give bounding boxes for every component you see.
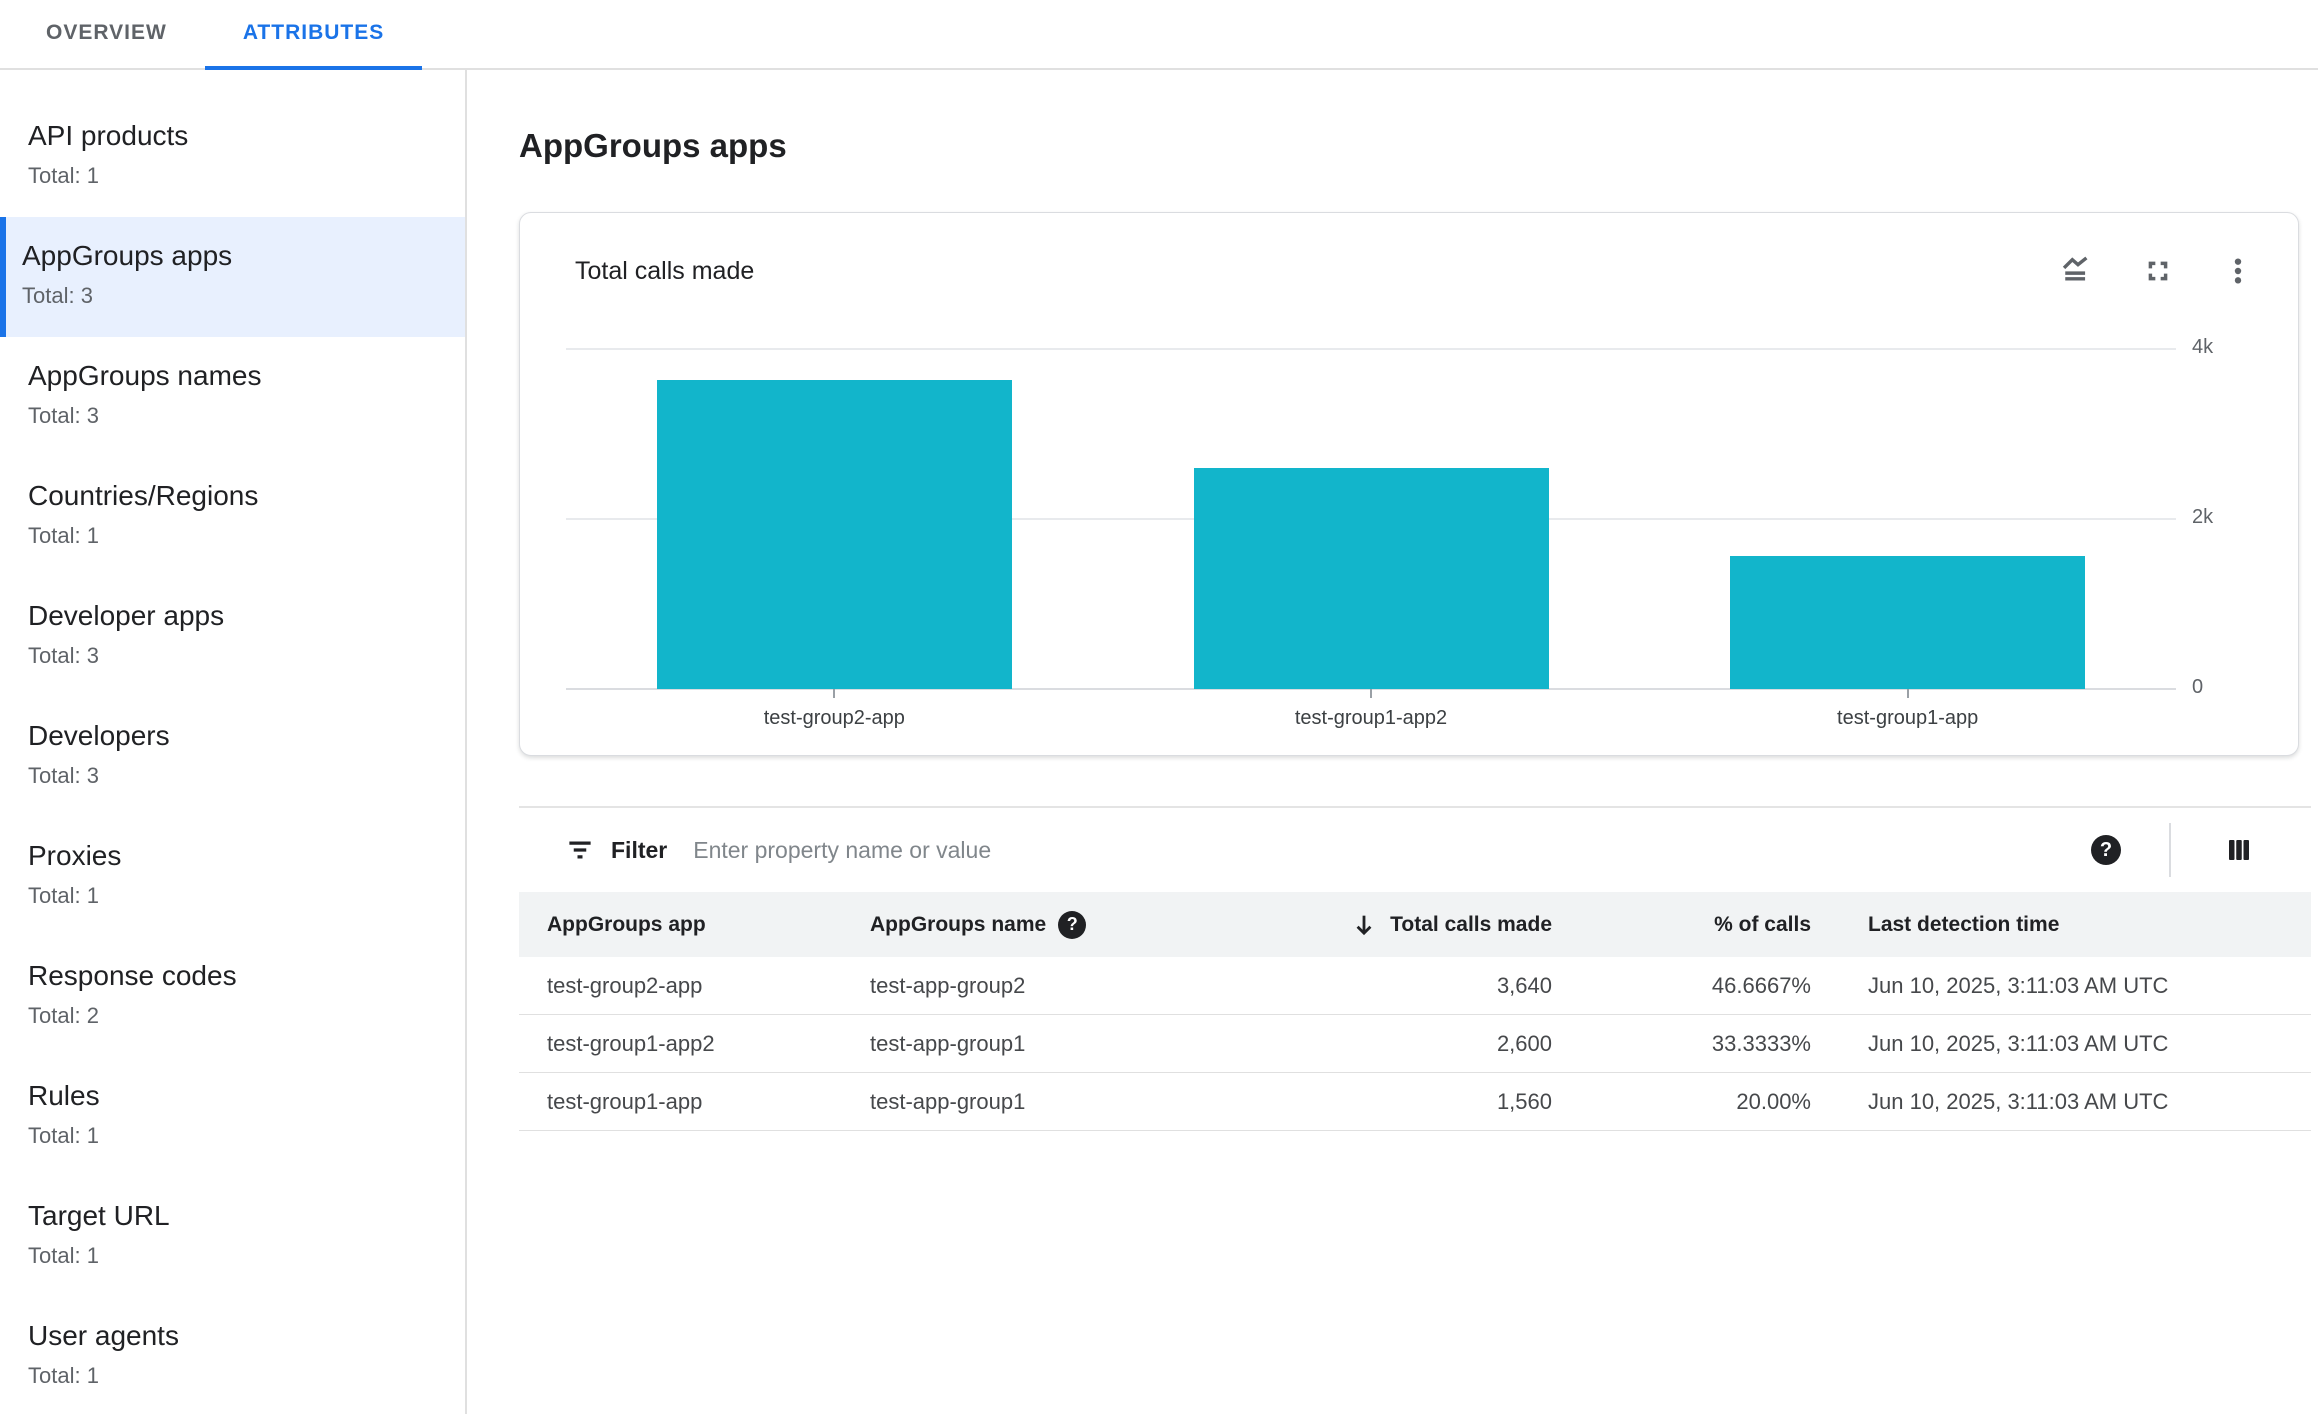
- column-header-appgroups-name[interactable]: AppGroups name?: [870, 910, 1329, 939]
- sidebar-item-label: Developer apps: [28, 600, 225, 631]
- cell-last-detection-time: Jun 10, 2025, 3:11:03 AM UTC: [1868, 1030, 2169, 1056]
- cell-appgroups-name: test-app-group2: [870, 972, 1026, 998]
- sidebar-item-label: AppGroups apps: [22, 240, 233, 271]
- sidebar-item-total: Total: 1: [28, 883, 99, 908]
- cell-appgroups-app: test-group2-app: [547, 972, 703, 998]
- sidebar-item-response-codes[interactable]: Response codes Total: 2: [0, 937, 465, 1057]
- cell-appgroups-app: test-group1-app: [547, 1088, 703, 1114]
- y-axis-tick-label: 0: [2192, 676, 2204, 698]
- cell-total-calls-made: 1,560: [1496, 1088, 1552, 1114]
- cell-appgroups-app: test-group1-app2: [547, 1030, 715, 1056]
- column-help-icon[interactable]: ?: [1058, 910, 1087, 939]
- more-vert-icon[interactable]: [2218, 251, 2258, 291]
- column-header-of-calls[interactable]: % of calls: [1552, 913, 1811, 937]
- divider: [2169, 823, 2171, 877]
- column-header-label: % of calls: [1714, 912, 1811, 936]
- x-axis-label: test-group2-app: [763, 707, 905, 729]
- table-row: test-group1-app2 test-app-group1 2,600 33.3…: [519, 1015, 2311, 1073]
- sidebar-item-label: User agents: [28, 1320, 179, 1351]
- cell-last-detection-time: Jun 10, 2025, 3:11:03 AM UTC: [1868, 972, 2169, 998]
- column-header-label: AppGroups name: [870, 912, 1047, 936]
- cell-last-detection-time: Jun 10, 2025, 3:11:03 AM UTC: [1868, 1088, 2169, 1114]
- column-settings-icon[interactable]: [2219, 830, 2259, 870]
- table-row: test-group1-app test-app-group1 1,560 20.00…: [519, 1073, 2311, 1131]
- fullscreen-icon[interactable]: [2138, 251, 2178, 291]
- bar-test-group1-app2[interactable]: [1193, 468, 1549, 689]
- filter-icon: [565, 835, 595, 865]
- x-axis-tick: [1906, 689, 1909, 698]
- y-axis-tick-label: 2k: [2192, 506, 2214, 528]
- sidebar-item-rules[interactable]: Rules Total: 1: [0, 1057, 465, 1177]
- tab-bar: OVERVIEW ATTRIBUTES: [0, 0, 2318, 70]
- sidebar-item-label: Response codes: [28, 960, 237, 991]
- sidebar-item-label: Proxies: [28, 840, 122, 871]
- sidebar-item-appgroups-apps[interactable]: AppGroups apps Total: 3: [0, 217, 465, 337]
- filter-label: Filter: [611, 836, 668, 863]
- sidebar-item-developers[interactable]: Developers Total: 3: [0, 697, 465, 817]
- sidebar-item-total: Total: 1: [28, 1363, 99, 1388]
- cell-of-calls: 33.3333%: [1711, 1030, 1811, 1056]
- sidebar-item-total: Total: 3: [28, 403, 99, 428]
- sidebar-item-total: Total: 3: [22, 283, 93, 308]
- bar-test-group1-app[interactable]: [1730, 556, 2086, 689]
- sidebar-item-label: AppGroups names: [28, 360, 262, 391]
- x-axis-label: test-group1-app2: [1294, 707, 1448, 729]
- sidebar-item-label: Developers: [28, 720, 170, 751]
- filter-bar: Filter ?: [519, 808, 2311, 892]
- cell-of-calls: 20.00%: [1736, 1088, 1811, 1114]
- cell-total-calls-made: 3,640: [1496, 972, 1552, 998]
- stacked-line-chart-icon[interactable]: [2058, 251, 2098, 291]
- sidebar-item-appgroups-names[interactable]: AppGroups names Total: 3: [0, 337, 465, 457]
- sidebar-item-total: Total: 3: [28, 763, 99, 788]
- sidebar-item-api-products[interactable]: API products Total: 1: [0, 97, 465, 217]
- filter-help-icon[interactable]: ?: [2091, 835, 2121, 865]
- tab-attributes[interactable]: ATTRIBUTES: [204, 0, 423, 70]
- sidebar-item-label: API products: [28, 120, 189, 151]
- cell-appgroups-name: test-app-group1: [870, 1088, 1026, 1114]
- table-header-row: AppGroups app AppGroups name? Total calls …: [519, 892, 2311, 957]
- sidebar-item-label: Rules: [28, 1080, 100, 1111]
- sidebar-item-label: Countries/Regions: [28, 480, 259, 511]
- gridline: [566, 348, 2176, 350]
- cell-of-calls: 46.6667%: [1711, 972, 1811, 998]
- sidebar-item-user-agents[interactable]: User agents Total: 1: [0, 1297, 465, 1414]
- main-content: AppGroups apps Total calls made: [467, 70, 2318, 1414]
- sidebar-item-label: Target URL: [28, 1200, 170, 1231]
- sort-descending-icon: [1350, 911, 1378, 939]
- tab-overview[interactable]: OVERVIEW: [46, 21, 167, 44]
- sidebar-item-countries-regions[interactable]: Countries/Regions Total: 1: [0, 457, 465, 577]
- total-calls-chart-card: Total calls made: [519, 212, 2299, 756]
- cell-appgroups-name: test-app-group1: [870, 1030, 1026, 1056]
- x-axis-tick: [833, 689, 836, 698]
- x-axis-label: test-group1-app: [1837, 707, 1979, 729]
- table-row: test-group2-app test-app-group2 3,640 46.66…: [519, 957, 2311, 1015]
- bar-chart: 4k 2k 0 test-group2-app test-group1-app2 test…: [566, 329, 2213, 729]
- sidebar-item-total: Total: 1: [28, 523, 99, 548]
- y-axis-tick-label: 4k: [2192, 336, 2214, 358]
- chart-title: Total calls made: [575, 256, 755, 285]
- column-header-total-calls-made[interactable]: Total calls made: [1329, 911, 1552, 939]
- sidebar-item-developer-apps[interactable]: Developer apps Total: 3: [0, 577, 465, 697]
- column-header-last-detection-time[interactable]: Last detection time: [1811, 913, 2283, 937]
- sidebar-item-total: Total: 1: [28, 163, 99, 188]
- filter-input[interactable]: [693, 836, 2091, 864]
- attributes-sidebar: API products Total: 1 AppGroups apps Total:…: [0, 70, 467, 1414]
- column-header-label: AppGroups app: [547, 912, 706, 936]
- column-header-label: Total calls made: [1390, 912, 1552, 936]
- column-header-appgroups-app[interactable]: AppGroups app: [547, 913, 870, 937]
- cell-total-calls-made: 2,600: [1496, 1030, 1552, 1056]
- sidebar-item-total: Total: 3: [28, 643, 99, 668]
- sidebar-item-total: Total: 1: [28, 1123, 99, 1148]
- sidebar-item-target-url[interactable]: Target URL Total: 1: [0, 1177, 465, 1297]
- x-axis-tick: [1370, 689, 1372, 698]
- attributes-table: Filter ? AppGroups app AppGroups name? Tot…: [519, 806, 2311, 1131]
- page-title: AppGroups apps: [519, 127, 787, 164]
- bar-test-group2-app[interactable]: [656, 379, 1012, 689]
- sidebar-item-total: Total: 1: [28, 1243, 99, 1268]
- sidebar-item-total: Total: 2: [28, 1003, 99, 1028]
- sidebar-item-proxies[interactable]: Proxies Total: 1: [0, 817, 465, 937]
- column-header-label: Last detection time: [1868, 912, 2060, 936]
